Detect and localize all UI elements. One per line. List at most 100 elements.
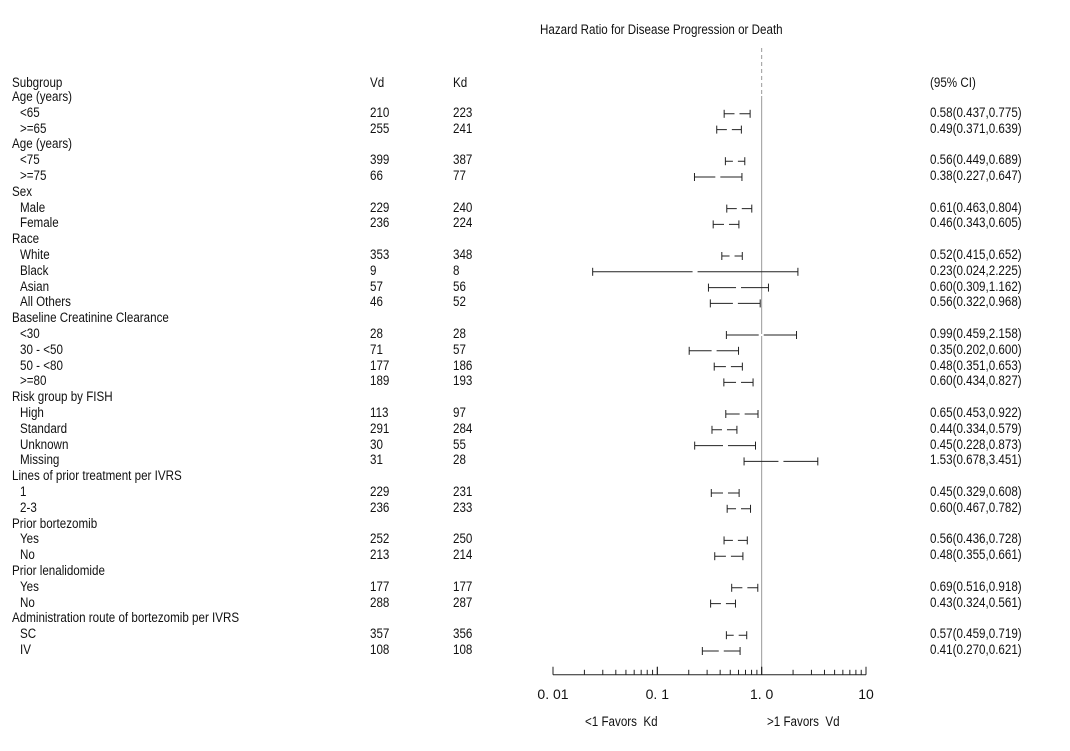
vd-count: 288 [370, 594, 390, 610]
vd-count: 57 [370, 278, 383, 294]
kd-count: 8 [453, 262, 460, 278]
subgroup-label: IV [20, 642, 31, 657]
vd-count: 229 [370, 484, 390, 499]
kd-count: 52 [453, 294, 466, 310]
kd-count: 233 [453, 499, 473, 515]
subgroup-label: 30 - <50 [20, 341, 63, 357]
kd-count: 387 [453, 152, 473, 168]
hazard-ratio-ci: 0.56(0.436,0.728) [930, 531, 1022, 547]
vd-count: 66 [370, 168, 383, 183]
vd-header: Vd [370, 75, 385, 90]
vd-count: 189 [370, 373, 390, 389]
hazard-ratio-ci: 0.41(0.270,0.621) [930, 642, 1022, 657]
kd-count: 108 [453, 642, 473, 657]
hazard-ratio-ci: 0.60(0.309,1.162) [930, 278, 1022, 294]
hazard-ratio-ci: 0.61(0.463,0.804) [930, 199, 1022, 215]
subgroup-label: 50 - <80 [20, 357, 63, 373]
hazard-ratio-ci: 0.60(0.434,0.827) [930, 373, 1022, 389]
subgroup-label: Female [20, 215, 59, 231]
hazard-ratio-ci: 0.46(0.343,0.605) [930, 215, 1022, 231]
kd-count: 356 [453, 626, 473, 642]
hazard-ratio-ci: 0.38(0.227,0.647) [930, 168, 1022, 183]
subgroup-heading: Race [12, 231, 40, 247]
subgroup-heading: Baseline Creatinine Clearance [12, 310, 169, 326]
subgroup-heading: Sex [12, 183, 33, 199]
kd-count: 177 [453, 578, 473, 594]
subgroup-heading: Prior lenalidomide [12, 563, 105, 578]
hazard-ratio-ci: 0.44(0.334,0.579) [930, 420, 1022, 436]
subgroup-header: Subgroup [12, 75, 63, 90]
x-tick-label: 1. 0 [750, 686, 774, 702]
kd-count: 77 [453, 168, 466, 183]
vd-count: 9 [370, 262, 377, 278]
kd-count: 56 [453, 278, 466, 294]
kd-count: 284 [453, 420, 473, 436]
kd-header: Kd [453, 75, 468, 90]
hazard-ratio-ci: 0.49(0.371,0.639) [930, 120, 1022, 136]
kd-count: 231 [453, 484, 473, 499]
vd-count: 252 [370, 531, 390, 547]
hazard-ratio-ci: 0.99(0.459,2.158) [930, 326, 1022, 341]
subgroup-label: Yes [20, 578, 39, 594]
vd-count: 255 [370, 120, 390, 136]
x-tick-label: 10 [858, 686, 874, 702]
kd-count: 28 [453, 326, 466, 341]
subgroup-label: Standard [20, 420, 68, 436]
hazard-ratio-ci: 0.52(0.415,0.652) [930, 247, 1022, 262]
kd-count: 240 [453, 199, 473, 215]
subgroup-label: 1 [20, 484, 27, 499]
kd-count: 214 [453, 547, 473, 563]
ci-header: (95% CI) [930, 75, 976, 90]
vd-count: 357 [370, 626, 390, 642]
subgroup-label: Black [20, 262, 49, 278]
subgroup-label: Yes [20, 531, 39, 547]
vd-count: 177 [370, 578, 390, 594]
subgroup-heading: Age (years) [12, 89, 73, 104]
kd-count: 287 [453, 594, 473, 610]
kd-count: 57 [453, 341, 466, 357]
hazard-ratio-ci: 0.56(0.322,0.968) [930, 294, 1022, 310]
kd-count: 186 [453, 357, 473, 373]
vd-count: 108 [370, 642, 390, 657]
subgroup-label: >=75 [20, 168, 47, 183]
kd-count: 97 [453, 405, 466, 420]
subgroup-label: >=65 [20, 120, 47, 136]
kd-count: 223 [453, 104, 473, 120]
vd-count: 31 [370, 452, 383, 468]
vd-count: 353 [370, 247, 390, 262]
subgroup-label: >=80 [20, 373, 47, 389]
subgroup-label: Missing [20, 452, 60, 468]
vd-count: 46 [370, 294, 383, 310]
x-tick-label: 0. 1 [646, 686, 670, 702]
hazard-ratio-ci: 0.65(0.453,0.922) [930, 405, 1022, 420]
hazard-ratio-ci: 0.23(0.024,2.225) [930, 262, 1022, 278]
subgroup-label: SC [20, 626, 37, 642]
kd-count: 193 [453, 373, 473, 389]
vd-count: 113 [370, 405, 389, 420]
hazard-ratio-ci: 0.43(0.324,0.561) [930, 594, 1022, 610]
subgroup-heading: Risk group by FISH [12, 389, 113, 405]
subgroup-heading: Administration route of bortezomib per I… [12, 610, 240, 626]
hazard-ratio-ci: 0.48(0.355,0.661) [930, 547, 1022, 563]
vd-count: 236 [370, 499, 390, 515]
hazard-ratio-ci: 0.45(0.228,0.873) [930, 436, 1022, 452]
hazard-ratio-ci: 0.60(0.467,0.782) [930, 499, 1022, 515]
subgroup-label: White [20, 247, 50, 262]
subgroup-heading: Age (years) [12, 136, 73, 152]
favors-vd-label: >1 Favors Vd [767, 713, 840, 729]
kd-count: 224 [453, 215, 473, 231]
subgroup-label: <65 [20, 104, 40, 120]
vd-count: 177 [370, 357, 390, 373]
subgroup-label: No [20, 547, 35, 563]
vd-count: 291 [370, 420, 390, 436]
subgroup-label: Male [20, 199, 46, 215]
subgroup-label: 2-3 [20, 499, 37, 515]
subgroup-label: Unknown [20, 436, 69, 452]
hazard-ratio-ci: 0.45(0.329,0.608) [930, 484, 1022, 499]
hazard-ratio-ci: 0.35(0.202,0.600) [930, 341, 1022, 357]
kd-count: 250 [453, 531, 473, 547]
vd-count: 213 [370, 547, 390, 563]
subgroup-label: All Others [20, 294, 71, 310]
